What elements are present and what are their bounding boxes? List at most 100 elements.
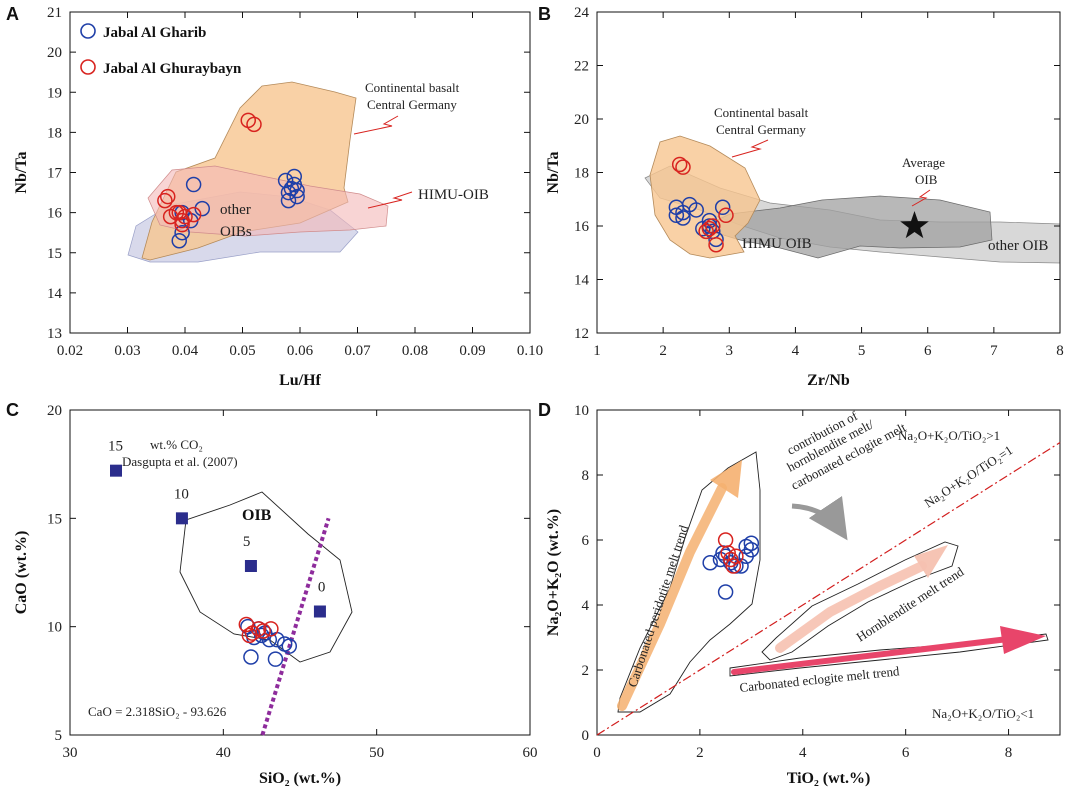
- data-point-gharib: [675, 210, 691, 226]
- panel-a: A 0.02 0.03 0.04 0.05 0.06 0.07 0.08 0.09 0.10 13…: [6, 4, 543, 389]
- data-point-gharib: [738, 538, 754, 555]
- annotation-ratio-gt: Na₂O+K₂O/TiO₂>1: [898, 428, 1000, 443]
- y-tick-label: 15: [47, 246, 62, 262]
- co2-marker: [175, 512, 188, 525]
- x-tick-label: 0.02: [57, 343, 83, 359]
- x-tick-label: 2: [696, 745, 704, 761]
- annotation-oib-b: OIB: [915, 172, 938, 187]
- y-tick-label: 14: [574, 273, 590, 289]
- y-axis-label: Nb/Ta: [13, 151, 30, 193]
- data-point-ghuraybayn: [160, 188, 176, 205]
- peridotite-arrow-head: [710, 460, 742, 498]
- legend-marker-gharib: [80, 23, 96, 39]
- continental-basalt-field-b: [649, 135, 761, 259]
- x-tick-label: 6: [924, 343, 932, 359]
- hornblendite-arrow-head: [914, 545, 948, 578]
- peridotite-field: [617, 451, 761, 713]
- data-point-ghuraybayn: [246, 116, 262, 133]
- annotation-co2-c: wt.% CO₂: [150, 437, 203, 452]
- co2-marker: [110, 464, 122, 477]
- y-tick-label: 15: [47, 511, 62, 527]
- annotation-average-b: Average: [902, 155, 945, 170]
- data-point-gharib: [277, 172, 294, 189]
- x-tick-label: 2: [659, 343, 667, 359]
- x-axis-label: Lu/Hf: [279, 372, 321, 389]
- x-tick-label: 4: [799, 745, 807, 761]
- data-point-gharib: [280, 192, 297, 209]
- x-tick-label: 0.10: [517, 343, 543, 359]
- y-tick-label: 21: [47, 5, 62, 21]
- data-point-gharib: [695, 220, 711, 237]
- x-tick-label: 8: [1056, 343, 1064, 359]
- points-d: [702, 532, 760, 600]
- hornblendite-field: [761, 541, 959, 661]
- data-point-gharib: [702, 555, 718, 571]
- y-tick-label: 2: [582, 663, 590, 679]
- y-tick-label: 18: [574, 166, 589, 182]
- y-tick-label: 14: [47, 286, 63, 302]
- data-point-ghuraybayn: [675, 159, 691, 175]
- annotation-oib-c: OIB: [242, 507, 272, 524]
- eclogite-arrow-head: [1000, 626, 1046, 654]
- annotation-other-a: other: [220, 202, 251, 218]
- x-axis-label: Zr/Nb: [807, 372, 850, 389]
- panel-label-b: B: [538, 4, 551, 24]
- regression-line: [260, 517, 331, 736]
- x-tick-label: 3: [726, 343, 734, 359]
- x-tick-label: 5: [858, 343, 866, 359]
- data-point-gharib: [688, 202, 704, 218]
- plot-frame: [596, 409, 1061, 736]
- panel-d: D 0 2 4 6 8 0 2 4 6 8 10 TiO₂ (wt.%) Na₂O+K₂O (wt.%)…: [538, 400, 1061, 787]
- oib-field-c: [179, 491, 353, 663]
- x-tick-label: 0.04: [172, 343, 199, 359]
- x-tick-label: 60: [523, 745, 538, 761]
- panel-label-c: C: [6, 400, 19, 420]
- y-tick-label: 5: [55, 728, 63, 744]
- x-tick-label: 0.08: [402, 343, 428, 359]
- annotation-other-oib-b: other OIB: [988, 238, 1048, 254]
- x-tick-label: 0: [593, 745, 601, 761]
- x-tick-label: 0.07: [344, 343, 371, 359]
- data-point-ghuraybayn: [708, 236, 724, 253]
- plot-frame: [69, 409, 531, 736]
- data-point-ghuraybayn: [177, 208, 193, 225]
- y-tick-label: 17: [47, 166, 63, 182]
- co2-markers: 15 10 5 0: [108, 439, 326, 618]
- annotation-continental-b-1: Continental basalt: [714, 105, 809, 120]
- points-c: [238, 616, 298, 667]
- x-tick-label: 0.09: [459, 343, 485, 359]
- y-tick-label: 12: [574, 326, 589, 342]
- y-tick-label: 16: [574, 219, 590, 235]
- annotation-leader-a1: [353, 115, 399, 135]
- annotation-oibs-a: OIBs: [220, 224, 252, 240]
- x-axis-label: TiO₂ (wt.%): [787, 770, 871, 787]
- annotation-continental-b-2: Central Germany: [716, 122, 806, 137]
- annotation-himu-b: HIMU OIB: [742, 236, 812, 252]
- legend: Jabal Al Gharib Jabal Al Ghuraybayn: [80, 23, 242, 77]
- co2-marker: [313, 605, 326, 618]
- ratio-line: [596, 441, 1061, 736]
- x-tick-label: 0.06: [287, 343, 314, 359]
- y-tick-label: 20: [47, 45, 62, 61]
- annotation-dasgupta-c: Dasgupta et al. (2007): [122, 454, 238, 469]
- axis-a: 0.02 0.03 0.04 0.05 0.06 0.07 0.08 0.09 0.10 13 14…: [13, 5, 543, 389]
- y-axis-label: CaO (wt.%): [13, 531, 30, 615]
- data-point-gharib: [185, 176, 202, 193]
- data-point-gharib: [171, 232, 187, 249]
- annotation-leader-b2: [911, 189, 931, 207]
- contribution-arrow: [791, 495, 848, 541]
- annotation-himu-a: HIMU-OIB: [418, 187, 489, 203]
- axis-d: 0 2 4 6 8 0 2 4 6 8 10 TiO₂ (wt.%) Na₂O+K₂O (wt.%): [545, 403, 1061, 787]
- data-point-gharib: [717, 584, 734, 600]
- x-tick-label: 0.03: [114, 343, 140, 359]
- x-axis-label: SiO₂ (wt.%): [259, 770, 341, 787]
- x-tick-label: 6: [902, 745, 910, 761]
- y-tick-label: 13: [47, 326, 62, 342]
- panel-label-d: D: [538, 400, 551, 420]
- annotation-ratio-lt: Na₂O+K₂O/TiO₂<1: [932, 706, 1034, 721]
- data-point-gharib: [668, 207, 685, 224]
- data-point-ghuraybayn: [720, 545, 736, 561]
